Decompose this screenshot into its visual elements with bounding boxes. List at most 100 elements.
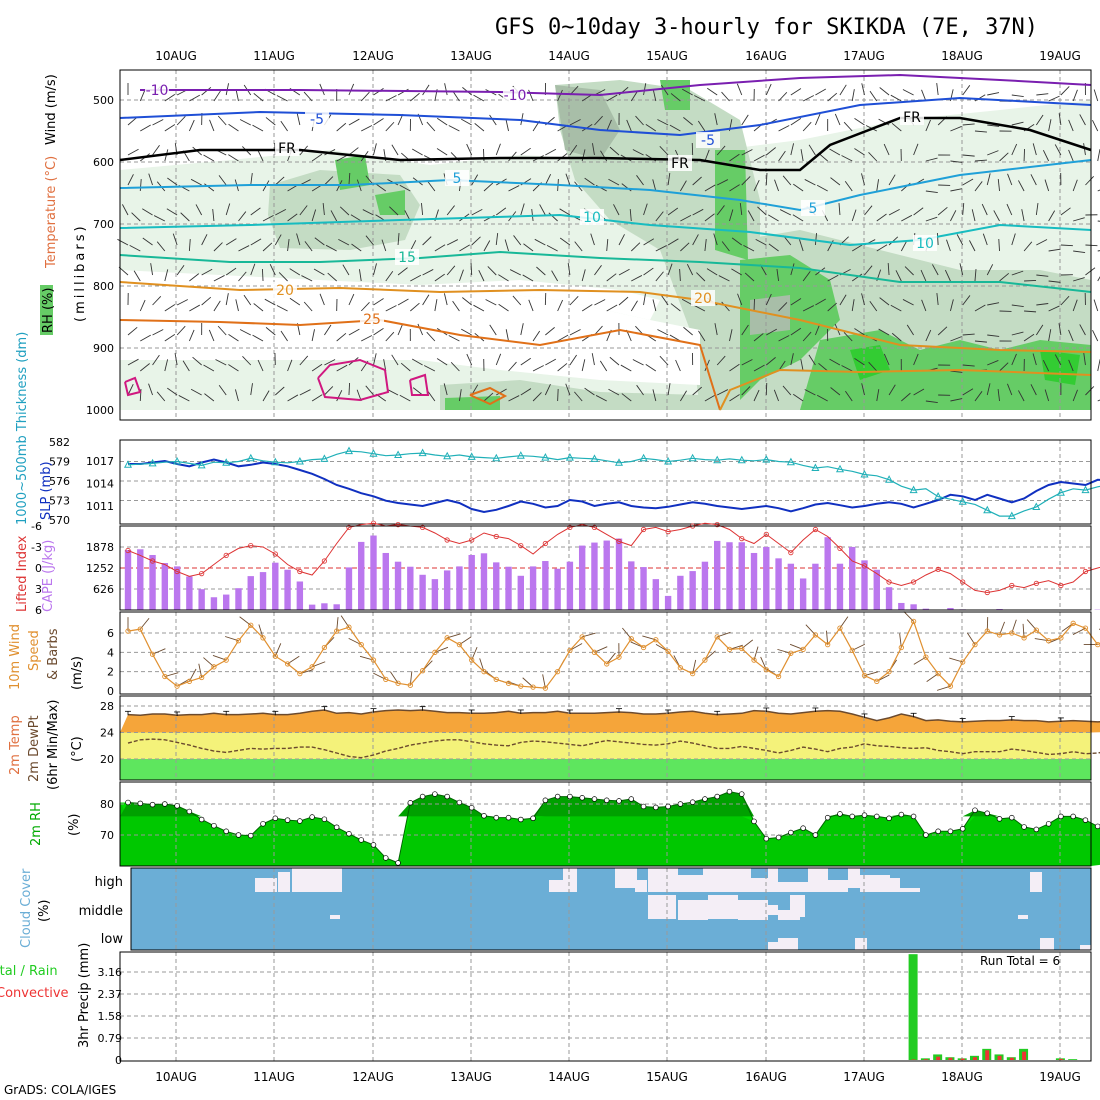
wind-barb [319, 293, 325, 306]
wind-barb [508, 361, 517, 372]
rh-marker [886, 815, 892, 822]
li-line [127, 522, 1100, 594]
wind-barb [348, 172, 351, 186]
wind-barb [1060, 207, 1071, 216]
wind-barb [667, 383, 671, 396]
wind-barb [133, 270, 141, 282]
wind-barb [713, 233, 718, 246]
wind-barb [391, 354, 399, 366]
wind-barb [721, 301, 730, 312]
wind-barb [495, 143, 501, 156]
credit: GrADS: COLA/IGES [4, 1083, 116, 1097]
wind-barb [804, 389, 816, 396]
wind-marker [935, 670, 941, 677]
rh-marker [223, 828, 229, 835]
cape-bar [861, 560, 868, 610]
wind-barb [574, 391, 583, 402]
cloud-patch [563, 868, 577, 892]
cape-bar [370, 535, 377, 610]
wind-barb [636, 175, 644, 186]
cape-bar [210, 597, 218, 610]
wind-barb [869, 90, 878, 102]
wind-barb [766, 328, 777, 336]
date-label-bottom: 10AUG [155, 1070, 197, 1084]
date-label-bottom: 16AUG [745, 1070, 787, 1084]
wind-barb [1048, 329, 1052, 342]
wind-barb [569, 119, 581, 126]
wind-barb [729, 184, 740, 192]
wind-barb [188, 329, 195, 342]
wind-barb [878, 328, 890, 336]
li-marker [370, 520, 377, 526]
wind-barb [987, 150, 999, 156]
wind-barb [913, 353, 919, 366]
wind-marker [481, 669, 487, 675]
wind-marker [125, 628, 131, 634]
wind-barb [888, 384, 896, 396]
wind-barb [262, 242, 273, 252]
rh-marker [248, 832, 254, 839]
wind-barb [1058, 323, 1062, 336]
wind-barb [864, 205, 873, 216]
wind-barb [681, 88, 693, 96]
precip-label-2: Convective [0, 986, 69, 1001]
wind-barb [301, 275, 313, 282]
thickness-marker [467, 452, 476, 460]
date-label-bottom: 17AUG [843, 1070, 885, 1084]
wind-barb [269, 263, 276, 276]
wind-barb [166, 208, 178, 216]
pressure-tick: 600 [93, 156, 114, 169]
wind-barb [1011, 304, 1024, 307]
cape-bar [321, 603, 328, 610]
cloud-patch [635, 880, 647, 892]
cape-bar [223, 594, 230, 610]
wind-barb [250, 207, 261, 216]
wind-barb [373, 118, 384, 126]
wind-barb [808, 354, 816, 366]
wind-barb [239, 329, 251, 336]
wind-barb [212, 209, 215, 222]
wind-barb [536, 266, 546, 276]
thickness-marker [492, 453, 501, 462]
cape-bar [591, 542, 598, 610]
wind-barb [569, 329, 581, 336]
wind-barb [176, 264, 185, 276]
wind-marker [775, 673, 782, 680]
wind-barb [609, 146, 620, 156]
wind-barb [620, 364, 632, 372]
wind-barb [766, 147, 776, 156]
cloud-frame [130, 867, 1092, 951]
cape-lifted-index-panel: -6 -3 0 3 6 626 1252 1878 [31, 520, 1100, 617]
wind-barb [743, 244, 755, 252]
wind-barb [557, 89, 563, 102]
rh-marker [1033, 826, 1040, 833]
wind-barb [142, 208, 153, 216]
wind-barb [716, 355, 726, 366]
wind-barb [1092, 330, 1099, 342]
wind-barb [373, 298, 384, 306]
wind-barb [225, 293, 229, 306]
rh-shading [440, 380, 700, 410]
wind-barb [630, 300, 638, 312]
wind-barb [667, 238, 679, 246]
wind-barb [950, 210, 957, 222]
wind-barb [422, 84, 430, 96]
wind-barb [427, 390, 436, 402]
rh-marker [935, 828, 941, 835]
isotherm-label: 20 [694, 291, 712, 307]
li-tick: -3 [31, 541, 42, 554]
cape-bar [775, 558, 782, 610]
wind-barb [557, 388, 559, 402]
date-label-top: 11AUG [253, 49, 295, 63]
cape-bar [566, 561, 574, 610]
wind-barb [311, 363, 323, 372]
wind-barb [546, 244, 558, 252]
rh-marker [591, 796, 598, 802]
wind-barb [152, 354, 160, 366]
wind-barb [520, 357, 531, 366]
wind-barb [816, 394, 828, 402]
wind-barb [741, 324, 749, 336]
isotherm-label: -5 [701, 133, 715, 149]
wind-barb [313, 268, 325, 276]
wind-barb [574, 241, 583, 252]
